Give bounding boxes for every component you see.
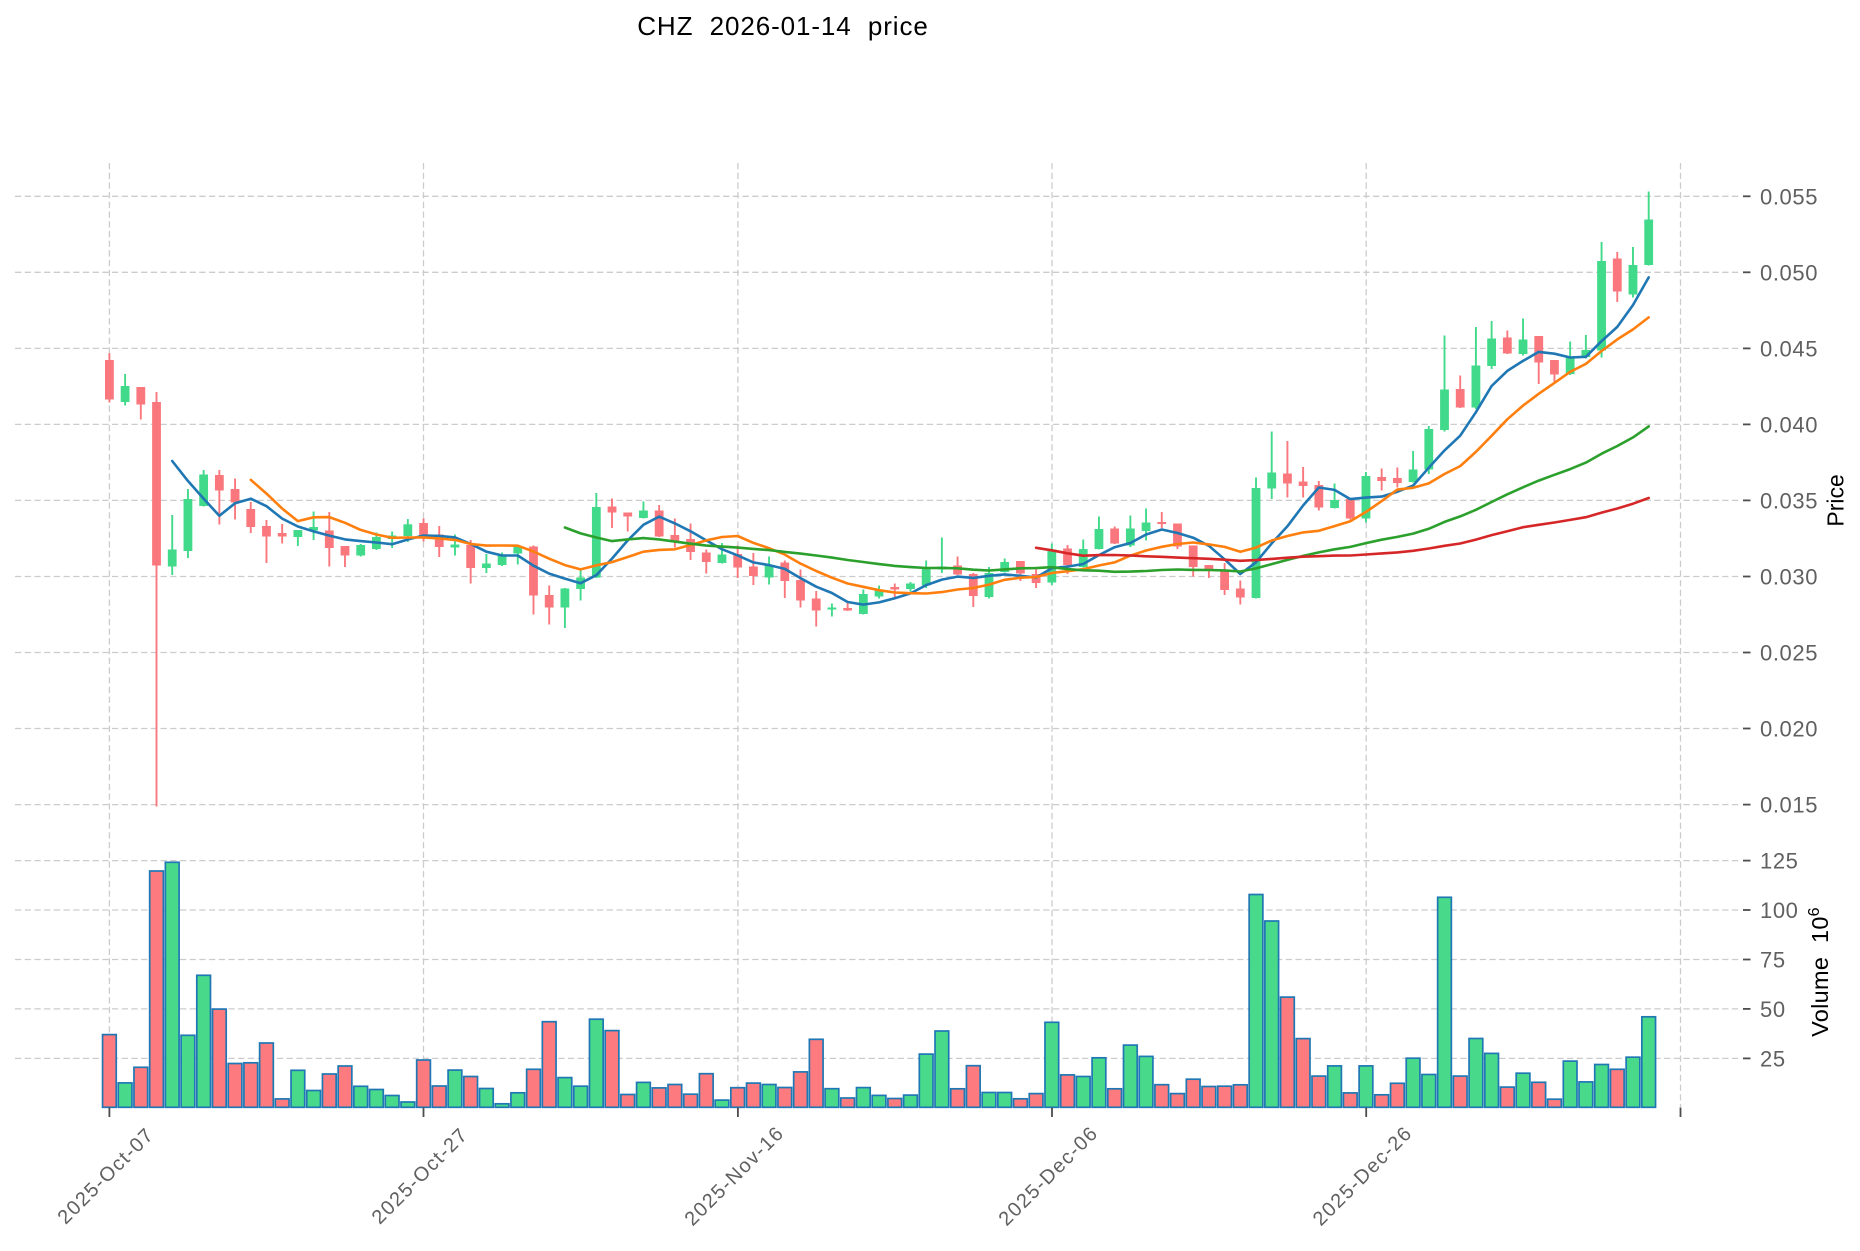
svg-text:CHZ 2026-01-14 price: CHZ 2026-01-14 price bbox=[637, 11, 928, 41]
svg-text:0.025: 0.025 bbox=[1760, 641, 1818, 666]
svg-text:0.035: 0.035 bbox=[1760, 488, 1818, 513]
svg-text:0.015: 0.015 bbox=[1760, 793, 1818, 818]
svg-text:0.040: 0.040 bbox=[1760, 412, 1818, 437]
svg-text:100: 100 bbox=[1760, 898, 1799, 923]
svg-text:0.050: 0.050 bbox=[1760, 260, 1818, 285]
svg-text:75: 75 bbox=[1760, 948, 1786, 973]
svg-text:Price: Price bbox=[1823, 474, 1849, 526]
svg-text:0.045: 0.045 bbox=[1760, 336, 1818, 361]
svg-text:125: 125 bbox=[1760, 849, 1799, 874]
svg-text:25: 25 bbox=[1760, 1046, 1786, 1071]
svg-text:0.055: 0.055 bbox=[1760, 184, 1818, 209]
svg-text:Volume 106: Volume 106 bbox=[1806, 907, 1833, 1037]
svg-text:0.030: 0.030 bbox=[1760, 565, 1818, 590]
svg-text:50: 50 bbox=[1760, 997, 1786, 1022]
svg-text:0.020: 0.020 bbox=[1760, 717, 1818, 742]
